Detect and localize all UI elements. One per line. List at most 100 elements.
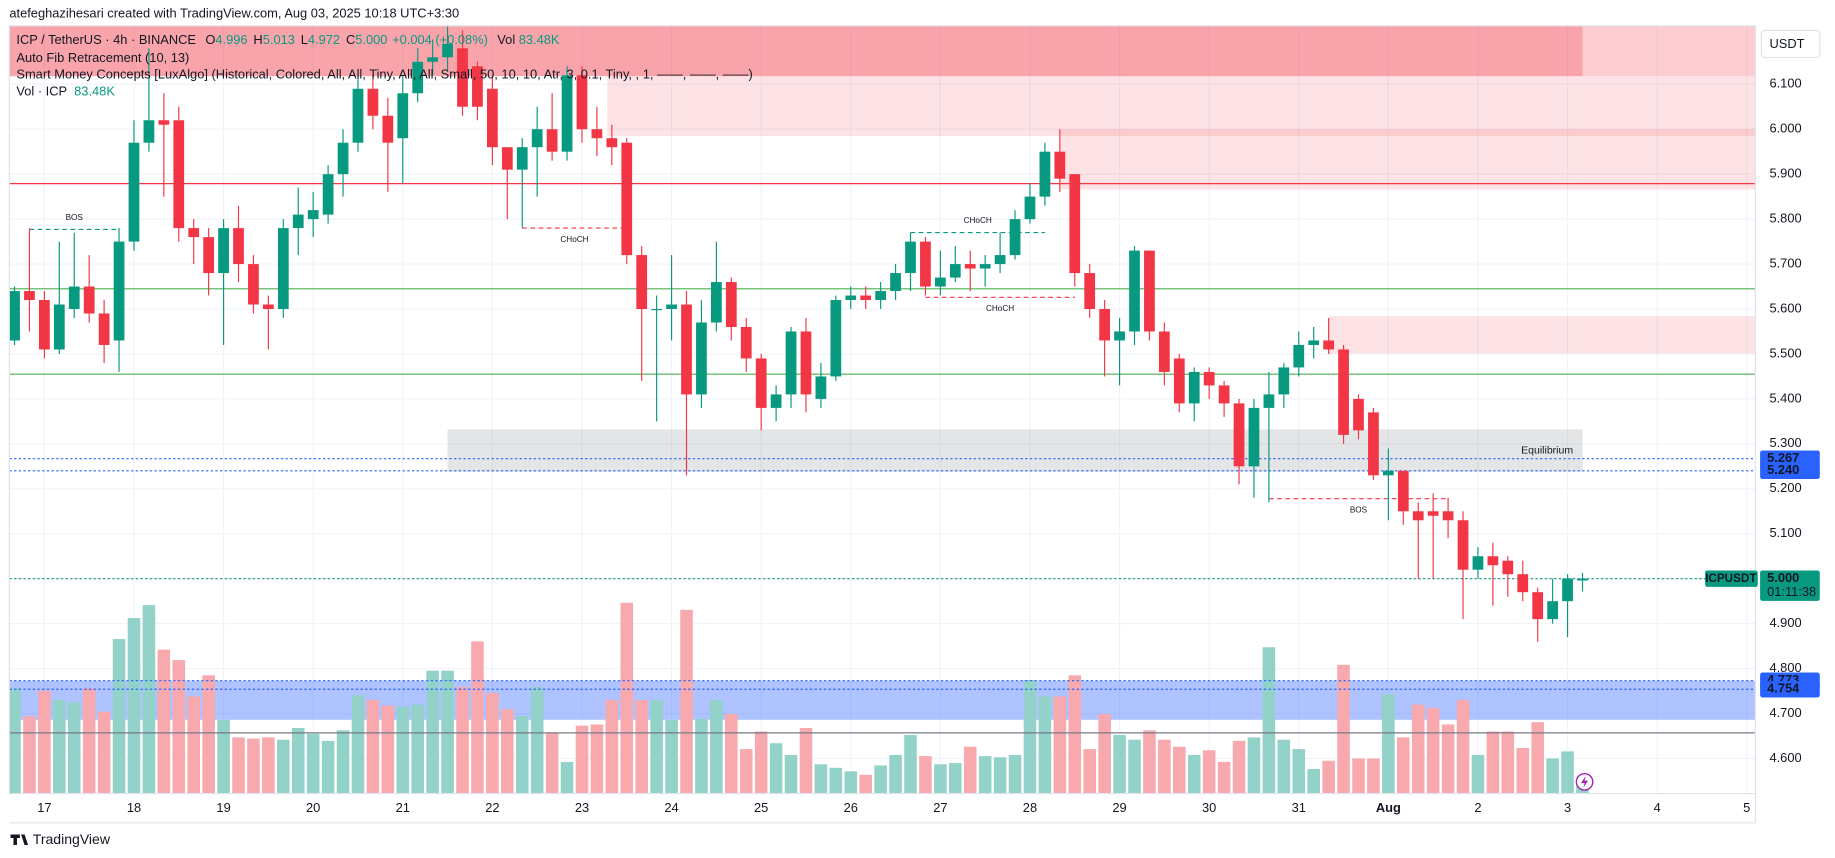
- candle-body: [382, 115, 394, 143]
- zone: [9, 25, 1583, 77]
- volume-bar: [560, 761, 574, 794]
- volume-bar: [1292, 749, 1306, 794]
- candle-body: [755, 358, 767, 408]
- volume-bar: [187, 696, 200, 794]
- candle-body: [1472, 556, 1484, 570]
- legend-value: 5.013: [263, 32, 295, 47]
- volume-bar: [1038, 696, 1052, 794]
- candle-body: [1233, 403, 1245, 467]
- y-tick-label: 5.100: [1769, 525, 1801, 540]
- volume-bar: [919, 756, 932, 794]
- candle-body: [920, 241, 931, 287]
- x-tick-label: 19: [216, 800, 230, 815]
- volume-bar: [829, 767, 843, 794]
- candle-body: [875, 291, 887, 301]
- currency-box[interactable]: [1760, 29, 1821, 59]
- candle-body: [770, 394, 782, 408]
- candle-body: [860, 295, 872, 301]
- zone: [1059, 129, 1756, 190]
- volume-bar: [1441, 724, 1455, 794]
- candle-body: [516, 147, 528, 170]
- candle-body: [1487, 556, 1499, 566]
- y-tick-label: 5.800: [1769, 211, 1801, 226]
- candle-body: [128, 142, 140, 242]
- candle-body: [1547, 601, 1559, 620]
- candle-body: [173, 120, 185, 229]
- volume-bar: [904, 735, 917, 794]
- structure-label: CHoCH: [986, 304, 1014, 313]
- currency[interactable]: USDT: [1769, 36, 1804, 51]
- candle-body: [1084, 273, 1096, 310]
- x-tick-label: 28: [1023, 800, 1037, 815]
- volume-bar: [784, 754, 798, 794]
- volume-bar: [172, 660, 186, 794]
- y-tick-label: 4.600: [1769, 750, 1801, 765]
- volume-bar: [1322, 760, 1335, 794]
- y-tick-label: 5.600: [1769, 300, 1801, 315]
- candle-body: [218, 228, 229, 274]
- volume-bar: [9, 688, 21, 794]
- candle-body: [1427, 511, 1439, 516]
- volume-bar: [1397, 737, 1410, 794]
- volume-bar: [291, 728, 305, 794]
- x-tick-label: 29: [1112, 800, 1126, 815]
- candle-body: [845, 295, 857, 301]
- y-tick-label: 5.400: [1769, 390, 1801, 405]
- candle-body: [486, 88, 498, 148]
- candle-body: [322, 174, 334, 215]
- volume-bar: [411, 704, 424, 794]
- volume-bar: [486, 692, 499, 794]
- volume-bar: [1068, 675, 1082, 794]
- volume-bar: [949, 763, 962, 794]
- y-tick-label: 5.200: [1769, 480, 1801, 495]
- volume-bar: [247, 738, 260, 794]
- brand: TradingView: [33, 831, 111, 847]
- volume-bar: [1247, 737, 1261, 794]
- candle-body: [397, 93, 409, 139]
- volume-bar: [710, 699, 723, 794]
- ohlc-legend: ICP / TetherUS · 4h · BINANCE O4.996 H5.01…: [16, 32, 559, 47]
- volume-bar: [321, 740, 335, 794]
- x-tick-label: 24: [664, 800, 678, 815]
- candle-body: [337, 142, 349, 175]
- zone-label: Equilibrium: [1521, 444, 1573, 456]
- price-label: 4.754: [1767, 681, 1800, 696]
- candle-body: [1517, 574, 1529, 593]
- candle-body: [1129, 250, 1140, 332]
- candle-body: [890, 273, 901, 292]
- candle-body: [233, 228, 244, 265]
- x-tick-label: 4: [1654, 800, 1661, 815]
- candle-body: [1278, 367, 1290, 395]
- legend-title: ICP / TetherUS · 4h · BINANCE: [16, 32, 196, 47]
- volume-bar: [695, 718, 708, 794]
- candle-body: [964, 264, 976, 269]
- y-tick-label: 5.700: [1769, 255, 1801, 270]
- volume-bar: [1262, 647, 1276, 794]
- x-tick-label: 5: [1743, 800, 1750, 815]
- volume-bar: [1352, 758, 1365, 794]
- x-tick-label: 3: [1564, 800, 1571, 815]
- indicator-legend: Auto Fib Retracement (10, 13): [16, 50, 189, 65]
- candle-body: [651, 309, 663, 311]
- legend-key: O: [205, 32, 215, 47]
- volume-bar: [934, 764, 947, 794]
- volume-bar: [963, 746, 977, 794]
- volume-bar: [545, 732, 559, 794]
- candle-body: [531, 129, 543, 148]
- legend-vol-key: Vol: [497, 32, 515, 47]
- volume-bar: [1367, 758, 1380, 794]
- volume-bar: [769, 743, 783, 794]
- volume-bar: [441, 670, 454, 794]
- candle-body: [1069, 174, 1081, 274]
- volume-bar: [1098, 713, 1111, 794]
- volume-bar: [351, 695, 365, 794]
- volume-bar: [1337, 664, 1350, 794]
- candle-body: [636, 255, 648, 310]
- volume-bar: [1561, 751, 1574, 794]
- x-tick-label: 25: [754, 800, 768, 815]
- x-tick-label: 30: [1202, 800, 1216, 815]
- volume-bar: [1426, 708, 1440, 794]
- candle-body: [307, 210, 319, 220]
- volume-bar: [217, 719, 230, 794]
- volume-bar: [889, 754, 902, 794]
